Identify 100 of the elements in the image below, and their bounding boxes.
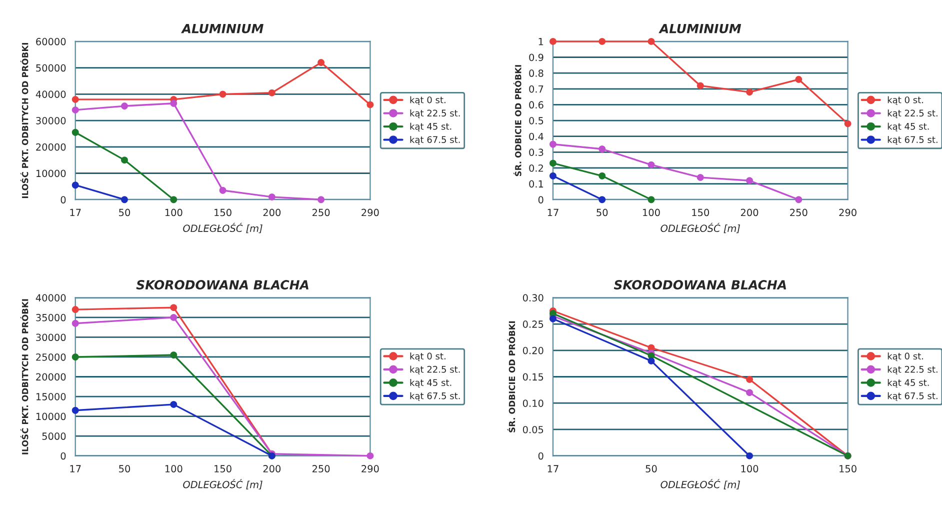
point [746, 376, 753, 383]
y-tick-label: 35000 [36, 314, 66, 322]
point [72, 128, 79, 136]
x-tick-label: 100 [165, 465, 182, 472]
point [72, 320, 79, 327]
x-tick-label: 100 [643, 208, 660, 216]
y-axis-title: ŚR. ODBICIE OD PRÓBKI [513, 65, 522, 176]
x-tick-label: 290 [839, 208, 856, 216]
point [696, 174, 704, 181]
x-tick-label: 17 [548, 208, 558, 216]
legend-label: kąt 45 st. [410, 122, 452, 132]
point [268, 194, 276, 200]
y-tick-label: 0 [538, 196, 544, 204]
y-tick-label: 30000 [36, 334, 66, 342]
chart-title: SKORODOWANA BLACHA [614, 280, 786, 290]
y-tick-label: 50000 [36, 64, 66, 72]
point [170, 314, 178, 321]
y-tick-label: 0.10 [522, 400, 544, 407]
legend-label: kąt 67.5 st. [888, 136, 938, 145]
point [72, 406, 79, 414]
x-tick-label: 200 [263, 465, 281, 472]
point [72, 306, 79, 314]
point [170, 352, 178, 358]
y-tick-label: 60000 [36, 38, 66, 46]
y-tick-label: 20000 [36, 373, 66, 381]
point [121, 102, 128, 110]
point [746, 389, 753, 396]
y-tick-label: 0 [60, 196, 66, 204]
point [72, 96, 79, 103]
legend-label: kąt 0 st. [410, 96, 446, 105]
point [170, 400, 178, 408]
chart-title: ALUMINIUM [658, 24, 742, 34]
point [170, 196, 178, 204]
y-tick-label: 0.7 [529, 85, 544, 93]
point [746, 177, 753, 184]
y-axis-title: ŚR. ODBICIE OD PRÓBKI [507, 321, 516, 432]
y-tick-label: 0.20 [522, 346, 544, 354]
x-tick-label: 150 [214, 465, 232, 472]
point [795, 76, 802, 83]
x-tick-label: 17 [70, 208, 81, 216]
point [72, 106, 79, 114]
x-tick-label: 150 [214, 208, 232, 216]
point [844, 120, 852, 128]
y-tick-label: 5000 [42, 432, 66, 440]
legend-label: kąt 0 st. [888, 352, 924, 362]
legend-label: kąt 0 st. [888, 96, 924, 105]
point [318, 196, 325, 204]
point [648, 196, 655, 204]
legend-label: kąt 45 st. [410, 379, 452, 388]
point [268, 89, 276, 96]
y-tick-label: 0.2 [529, 164, 543, 172]
x-tick-label: 17 [70, 465, 81, 472]
point [366, 452, 374, 460]
y-tick-label: 0 [538, 452, 544, 460]
x-tick-label: 150 [692, 208, 710, 216]
y-tick-label: 1 [538, 38, 544, 46]
legend-label: kąt 0 st. [410, 352, 446, 362]
y-tick-label: 10000 [36, 170, 66, 178]
y-axis-title: ILOŚĆ PKT. ODBITYCH OD PRÓBKI [20, 299, 28, 454]
point [72, 182, 79, 189]
x-tick-label: 50 [119, 208, 130, 216]
point [550, 315, 556, 322]
point [696, 82, 704, 90]
point [648, 357, 655, 364]
point [746, 452, 753, 460]
y-tick-label: 30000 [36, 117, 66, 124]
y-tick-label: 0.4 [529, 132, 544, 140]
x-tick-label: 100 [741, 465, 758, 472]
legend-label: kąt 45 st. [888, 122, 929, 132]
point [648, 38, 655, 45]
x-tick-label: 250 [790, 208, 808, 216]
legend-label: kąt 67.5 st. [410, 136, 460, 145]
x-tick-label: 17 [548, 465, 558, 472]
point [219, 90, 226, 98]
x-tick-label: 50 [646, 465, 657, 472]
y-tick-label: 0.05 [522, 426, 544, 434]
point [72, 354, 79, 360]
x-tick-label: 250 [312, 208, 330, 216]
point [219, 186, 226, 194]
x-tick-label: 200 [740, 208, 758, 216]
y-axis-title: ILOŚĆ PKT. ODBITYCH OD PRÓBKI [20, 43, 28, 198]
legend-label: kąt 22.5 st. [410, 366, 460, 374]
point [121, 196, 128, 204]
legend-label: kąt 22.5 st. [888, 110, 938, 118]
point [550, 160, 556, 167]
x-axis-title: ODLEGŁOŚĆ [m] [660, 479, 740, 490]
y-tick-label: 25000 [36, 353, 66, 361]
legend-label: kąt 45 st. [888, 379, 929, 388]
point [121, 156, 128, 164]
y-tick-label: 0.9 [529, 54, 544, 62]
legend-label: kąt 67.5 st. [410, 392, 460, 401]
y-tick-label: 20000 [36, 143, 66, 151]
point [795, 196, 802, 204]
point [648, 161, 655, 168]
x-tick-label: 150 [840, 465, 856, 472]
x-tick-label: 200 [263, 208, 281, 216]
point [366, 101, 374, 108]
x-tick-label: 50 [119, 465, 130, 472]
y-tick-label: 0.25 [522, 320, 544, 328]
point [550, 140, 556, 148]
